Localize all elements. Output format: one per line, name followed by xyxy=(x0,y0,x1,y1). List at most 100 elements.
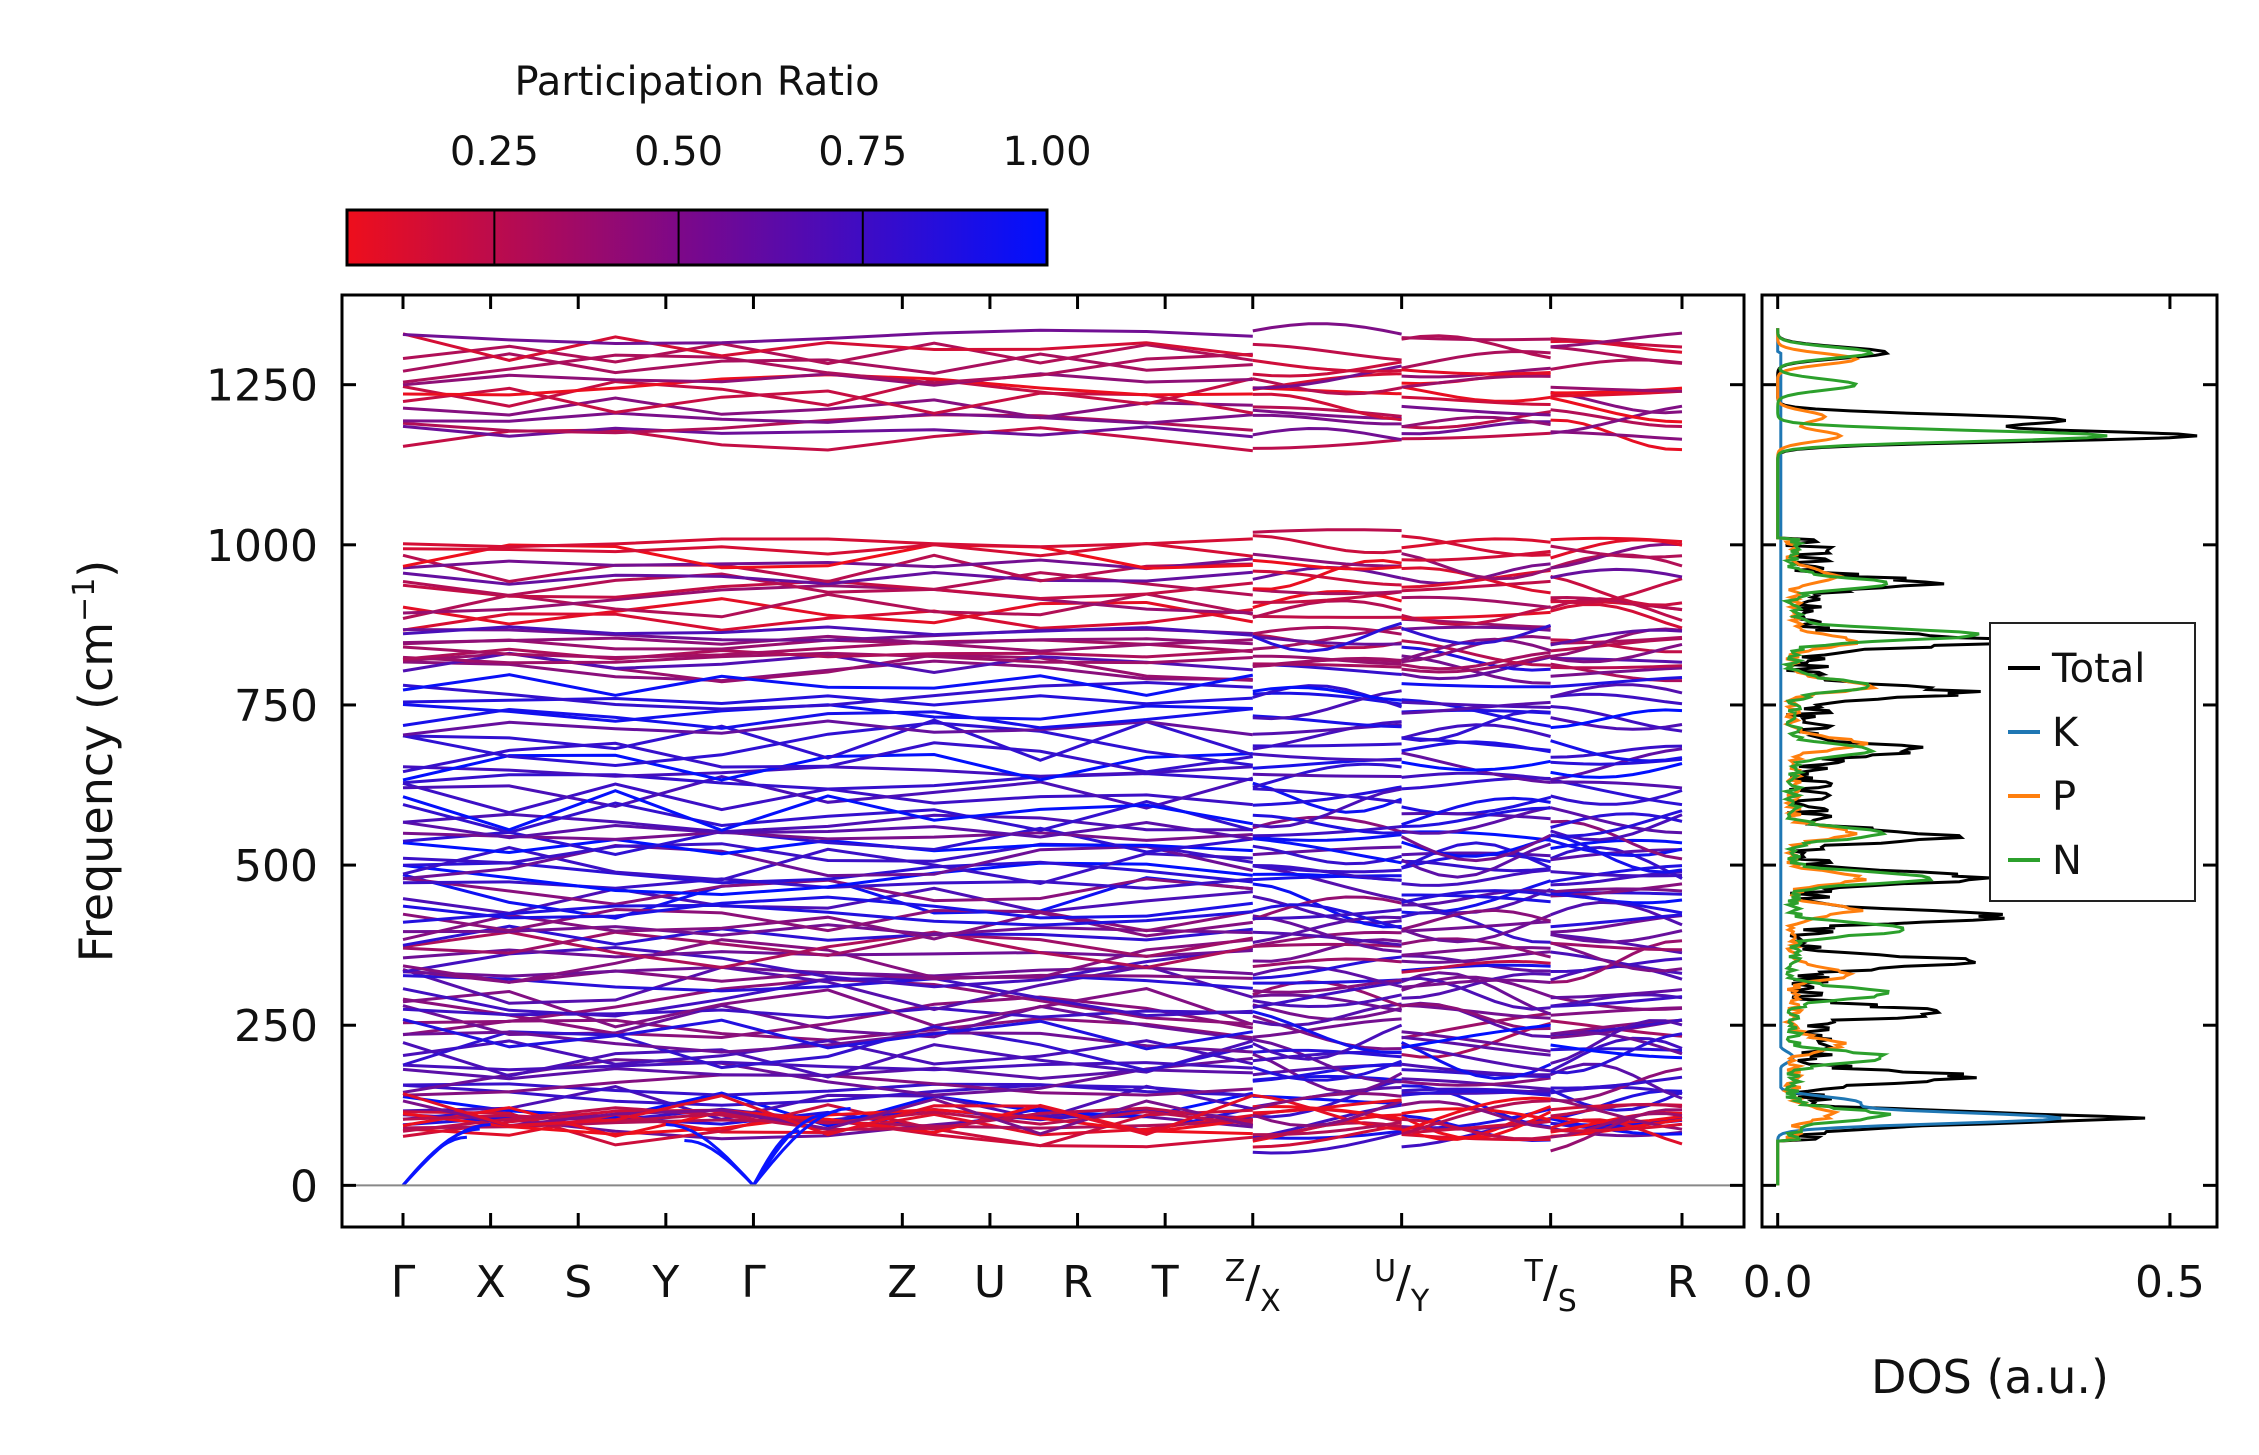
band-line xyxy=(1550,1075,1683,1090)
band-line xyxy=(1401,579,1551,593)
colorbar-tick-label: 1.00 xyxy=(1002,129,1091,175)
band-line xyxy=(402,608,1253,632)
band-line xyxy=(1401,740,1551,754)
colorbar-tick-label: 0.25 xyxy=(450,129,539,175)
band-line xyxy=(1550,567,1683,580)
band-line xyxy=(1252,815,1403,834)
band-line xyxy=(1252,895,1402,921)
band-x-tick-label: R xyxy=(1667,1257,1698,1308)
band-line xyxy=(1400,841,1552,870)
band-line xyxy=(1252,787,1402,804)
band-line xyxy=(1252,1129,1402,1140)
band-line xyxy=(1252,1131,1402,1155)
band-line xyxy=(1401,771,1551,781)
band-line xyxy=(1550,806,1683,835)
band-line xyxy=(1550,642,1683,664)
band-x-tick-label: U/Y xyxy=(1374,1254,1430,1319)
band-line xyxy=(1252,689,1402,721)
band-line xyxy=(402,411,1253,425)
band-line xyxy=(1401,637,1552,662)
band-line xyxy=(1252,837,1402,865)
band-line xyxy=(1550,778,1683,807)
band-line xyxy=(402,774,1254,810)
band-line xyxy=(402,694,1253,707)
band-line xyxy=(1401,1096,1551,1133)
band-line xyxy=(1252,534,1402,555)
band-line xyxy=(1550,331,1683,349)
band-line xyxy=(402,570,1253,586)
band-line xyxy=(402,820,1254,841)
band-line xyxy=(1252,1099,1403,1128)
band-line xyxy=(1252,844,1402,866)
band-line xyxy=(1252,938,1402,963)
band-line xyxy=(1252,942,1402,948)
band-line xyxy=(1550,780,1683,790)
band-line xyxy=(1401,623,1552,646)
band-line xyxy=(1401,595,1551,609)
band-lines xyxy=(401,322,1683,1187)
band-line xyxy=(1401,759,1551,772)
band-line xyxy=(1252,590,1402,604)
band-line xyxy=(1550,389,1683,398)
band-line xyxy=(1550,995,1683,1008)
band-line xyxy=(1550,870,1683,878)
band-line xyxy=(1401,1043,1551,1073)
dos-legend: Total KPN xyxy=(1989,622,2196,902)
band-line xyxy=(1252,426,1402,442)
band-line xyxy=(1252,322,1402,336)
band-x-tick-label: Y xyxy=(651,1257,679,1308)
band-line xyxy=(1550,870,1683,887)
band-line xyxy=(1252,552,1402,568)
band-line xyxy=(1252,1052,1403,1094)
band-line xyxy=(1401,709,1551,743)
band-line xyxy=(402,995,1254,1040)
band-line xyxy=(1252,408,1402,421)
band-line xyxy=(1550,964,1683,982)
band-line xyxy=(402,789,1254,832)
band-line xyxy=(1252,908,1402,921)
band-line xyxy=(1401,889,1551,904)
band-line xyxy=(1252,1038,1402,1084)
band-line xyxy=(402,907,1254,933)
band-line xyxy=(1550,892,1683,915)
band-line xyxy=(1252,762,1402,789)
band-line xyxy=(402,930,1254,959)
band-line xyxy=(1401,812,1551,821)
band-line xyxy=(402,352,1253,375)
band-line xyxy=(402,924,1253,947)
band-line xyxy=(1401,893,1551,904)
band-line xyxy=(402,911,1253,942)
band-line xyxy=(1401,910,1551,944)
band-line xyxy=(1252,691,1402,706)
band-line xyxy=(1401,654,1551,674)
band-line xyxy=(402,647,1253,661)
band-y-tick-label: 1250 xyxy=(206,361,318,412)
band-x-tick-label: T xyxy=(1151,1257,1179,1308)
band-y-axis-label: Frequency (cm−1) xyxy=(67,560,123,963)
band-line xyxy=(1401,908,1552,931)
band-line xyxy=(1252,915,1402,944)
band-line xyxy=(1401,415,1551,429)
colorbar-gradient xyxy=(345,208,1049,267)
band-line xyxy=(1252,1059,1403,1082)
band-y-tick-label: 1000 xyxy=(206,521,318,572)
band-line xyxy=(402,707,1253,730)
band-line xyxy=(1401,534,1551,557)
band-line xyxy=(402,659,1253,683)
band-y-tick-label: 500 xyxy=(234,841,318,892)
band-x-tick-label: Γ xyxy=(391,1257,416,1308)
band-line xyxy=(402,800,1254,834)
dos-curve-n xyxy=(1776,328,2108,1186)
band-line xyxy=(1252,1048,1402,1059)
band-line xyxy=(1252,864,1402,874)
legend-label: N xyxy=(2052,838,2082,884)
band-line xyxy=(1252,621,1403,653)
band-x-tick-label: S xyxy=(564,1257,592,1308)
band-x-ticks: Γ X S Y Γ Z U R T Z/X U/Y T/S R xyxy=(391,295,1698,1319)
band-line xyxy=(1401,920,1551,933)
band-line xyxy=(1401,431,1551,441)
band-line xyxy=(1550,430,1683,441)
band-x-tick-label: Γ xyxy=(741,1257,766,1308)
band-line xyxy=(1550,666,1683,678)
band-y-tick-label: 250 xyxy=(234,1001,318,1052)
